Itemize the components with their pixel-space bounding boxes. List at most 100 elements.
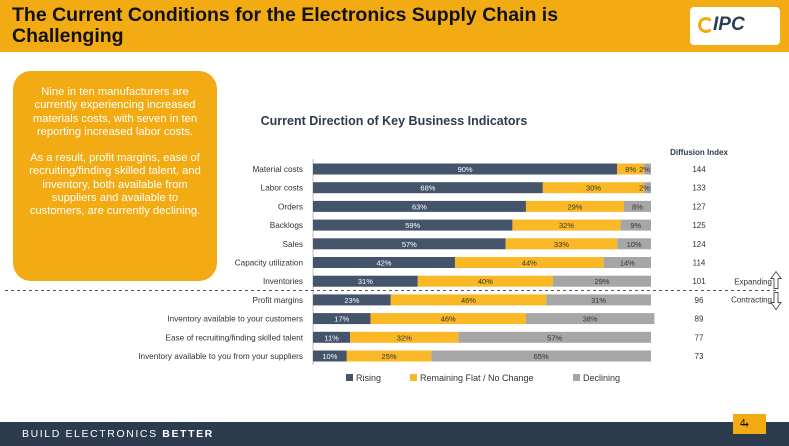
callout-paragraph-2: As a result, profit margins, ease of rec… — [29, 152, 201, 218]
page-number: 4 — [740, 418, 746, 429]
bar-segment-rising — [313, 313, 371, 325]
bar-value-label: 8% — [632, 202, 643, 211]
bar-segment-declining — [620, 219, 651, 231]
bar-segment-remaining-flat-no-change — [370, 313, 526, 325]
legend-swatch — [346, 374, 353, 381]
bar-value-label: 57% — [547, 333, 562, 342]
bar-segment-remaining-flat-no-change — [542, 182, 645, 194]
category-label: Capacity utilization — [235, 259, 304, 268]
category-label: Sales — [283, 240, 303, 249]
bar-segment-rising — [313, 257, 455, 268]
category-label: Profit margins — [252, 296, 303, 305]
bar-value-label: 38% — [583, 315, 598, 324]
bar-segment-declining — [617, 238, 651, 250]
diffusion-index-value: 101 — [692, 277, 706, 286]
bar-value-label: 9% — [630, 221, 641, 230]
diffusion-index-value: 77 — [695, 333, 704, 342]
diffusion-index-value: 96 — [695, 296, 704, 305]
bar-segment-declining — [552, 275, 651, 287]
bar-value-label: 63% — [412, 202, 427, 211]
legend-swatch — [410, 374, 417, 381]
diffusion-index-value: 124 — [692, 240, 706, 249]
legend-swatch — [573, 374, 580, 381]
bar-segment-declining — [623, 200, 651, 212]
bar-value-label: 31% — [358, 277, 373, 286]
category-label: Inventories — [263, 277, 303, 286]
diffusion-index-value: 144 — [692, 165, 706, 174]
diffusion-index-value: 89 — [695, 315, 704, 324]
bar-value-label: 29% — [594, 277, 609, 286]
bar-segment-remaining-flat-no-change — [505, 238, 618, 250]
expanding-arrow-icon — [770, 270, 782, 289]
bar-segment-declining — [644, 182, 651, 194]
bar-value-label: 31% — [591, 296, 606, 305]
bar-segment-rising — [313, 238, 506, 250]
business-indicators-chart: Current Direction of Key Business Indica… — [5, 114, 782, 383]
bar-segment-rising — [313, 350, 347, 362]
category-label: Inventory available to your customers — [167, 315, 303, 324]
bar-value-label: 14% — [620, 259, 635, 268]
category-label: Orders — [278, 202, 303, 211]
bar-value-label: 32% — [397, 333, 412, 342]
bar-value-label: 90% — [458, 165, 473, 174]
bar-segment-remaining-flat-no-change — [617, 163, 645, 175]
bar-value-label: 30% — [586, 184, 601, 193]
logo-ring-icon — [698, 17, 714, 33]
bar-value-label: 44% — [522, 259, 537, 268]
bar-segment-declining — [525, 313, 655, 325]
bar-value-label: 46% — [441, 315, 456, 324]
page-title: The Current Conditions for the Electroni… — [12, 4, 559, 47]
bar-value-label: 59% — [405, 221, 420, 230]
bar-value-label: 2% — [639, 184, 650, 193]
bar-segment-declining — [546, 294, 651, 306]
bar-value-label: 57% — [402, 240, 417, 249]
legend-label: Declining — [583, 373, 620, 383]
bar-segment-remaining-flat-no-change — [417, 275, 553, 287]
page-number-badge[interactable]: 4 ➞ — [733, 414, 766, 434]
chart-title: Current Direction of Key Business Indica… — [261, 114, 528, 128]
next-arrow-icon: ➞ — [740, 419, 750, 431]
bar-value-label: 68% — [420, 184, 435, 193]
bar-value-label: 17% — [334, 315, 349, 324]
diffusion-index-value: 114 — [693, 259, 706, 268]
logo-text: IPC — [713, 14, 745, 35]
bar-segment-remaining-flat-no-change — [390, 294, 547, 306]
category-label: Backlogs — [270, 221, 303, 230]
contracting-label: Contracting — [731, 296, 772, 305]
bar-value-label: 23% — [344, 296, 359, 305]
bar-segment-declining — [458, 331, 651, 343]
bar-segment-remaining-flat-no-change — [350, 331, 459, 343]
bar-value-label: 40% — [478, 277, 493, 286]
diffusion-index-header: Diffusion Index — [670, 148, 728, 157]
callout-paragraph-1: Nine in ten manufacturers are currently … — [32, 86, 198, 138]
bar-segment-remaining-flat-no-change — [512, 219, 621, 231]
diffusion-index-value: 127 — [692, 202, 706, 211]
footer-bar: BUILD ELECTRONICS BETTER — [0, 422, 789, 446]
bar-segment-declining — [644, 163, 651, 175]
bar-segment-rising — [313, 331, 351, 343]
legend-label: Rising — [356, 373, 381, 383]
bar-segment-rising — [313, 163, 618, 175]
footer-tagline: BUILD ELECTRONICS BETTER — [22, 428, 214, 440]
bar-value-label: 46% — [461, 296, 476, 305]
bar-value-label: 10% — [322, 352, 337, 361]
summary-callout: Nine in ten manufacturers are currently … — [13, 71, 217, 281]
bar-value-label: 2% — [639, 165, 650, 174]
category-label: Material costs — [252, 165, 303, 174]
expanding-label: Expanding — [734, 278, 772, 287]
bar-segment-rising — [313, 219, 513, 231]
legend-label: Remaining Flat / No Change — [420, 373, 534, 383]
bar-segment-remaining-flat-no-change — [525, 200, 624, 212]
tagline-part-2: BETTER — [162, 428, 214, 440]
contracting-arrow-icon — [770, 292, 782, 311]
bar-value-label: 33% — [554, 240, 569, 249]
bar-value-label: 25% — [382, 352, 397, 361]
bar-segment-remaining-flat-no-change — [454, 257, 604, 268]
bar-value-label: 65% — [534, 352, 549, 361]
bar-value-label: 29% — [567, 202, 582, 211]
bar-segment-declining — [603, 257, 651, 268]
category-label: Inventory available to you from your sup… — [138, 352, 303, 361]
bar-segment-rising — [313, 200, 526, 212]
bar-value-label: 42% — [376, 259, 391, 268]
ipc-logo: IPC — [690, 7, 780, 45]
